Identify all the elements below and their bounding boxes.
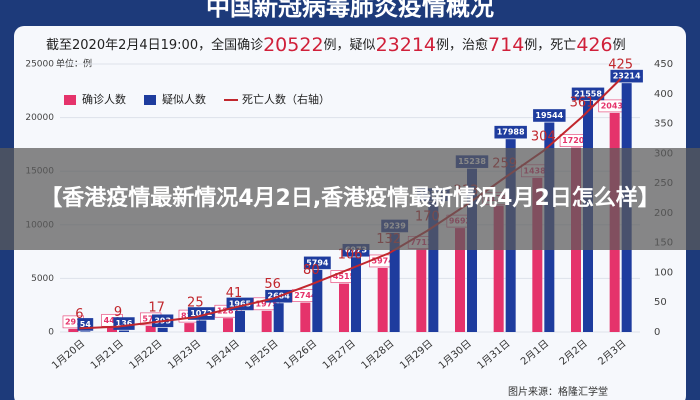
highlight-number: 20522	[263, 34, 323, 56]
bar	[339, 283, 349, 332]
line-value-label: 17	[148, 300, 165, 315]
value-label: 1975	[256, 299, 279, 308]
value-label: 291	[65, 317, 82, 326]
bar	[107, 327, 117, 332]
value-label: 17205	[562, 136, 590, 145]
value-label-box	[610, 69, 643, 83]
value-label: 21558	[574, 89, 602, 98]
y-tick-label: 25000	[25, 60, 54, 70]
subtitle-part: 截至2020年2月4日19:00，全国确诊	[46, 37, 263, 53]
value-label: 1072	[190, 309, 212, 318]
value-label: 5794	[306, 258, 329, 267]
subtitle-part: 例，治愈	[436, 38, 488, 53]
y2-tick-label: 450	[654, 59, 673, 70]
value-label: 6973	[345, 246, 367, 255]
bar	[184, 323, 195, 332]
bar	[312, 269, 323, 332]
value-label-box	[571, 87, 605, 101]
line-value-label: 9	[114, 305, 122, 320]
banner-line: 【香港疫情最新情况4月2日,香港疫情最新情况4月2日怎么样】	[40, 185, 660, 211]
bar	[145, 325, 156, 332]
subtitle: 截至2020年2月4日19:00，全国确诊20522例，疑似23214例，治愈7…	[46, 34, 626, 56]
highlight-number: 23214	[376, 34, 436, 56]
value-label: 1287	[217, 307, 239, 316]
bar	[493, 205, 504, 332]
line-value-label: 106	[338, 247, 363, 262]
banner	[0, 148, 700, 250]
legend-label: 死亡人数（右轴）	[242, 92, 330, 106]
y2-tick-label: 400	[654, 89, 673, 100]
bar	[68, 328, 79, 332]
value-label-box	[533, 109, 566, 122]
bar	[377, 267, 388, 332]
y2-tick-label: 50	[654, 297, 667, 308]
value-label: 54	[80, 320, 92, 329]
bar	[235, 310, 245, 332]
value-label-box	[303, 256, 331, 270]
chart-title: 中国新冠病毒肺炎疫情概况	[206, 0, 494, 21]
subtitle-part: 例，疑似	[324, 37, 376, 53]
bar	[467, 168, 477, 332]
bar	[389, 232, 400, 332]
bar	[532, 177, 543, 332]
bar	[119, 330, 129, 332]
value-label: 136	[116, 319, 133, 328]
value-label: 23214	[613, 72, 641, 81]
bar	[223, 318, 233, 332]
bar	[416, 249, 427, 332]
value-label: 440	[104, 316, 121, 325]
bar	[80, 331, 91, 332]
banner-text: 【香港疫情最新情况4月2日,香港疫情最新情况4月2日怎么样】	[40, 185, 660, 211]
source: 图片来源：格隆汇学堂	[508, 385, 608, 398]
y2-tick-label: 350	[654, 119, 673, 130]
subtitle-part: 例	[613, 38, 626, 53]
line-value-label: 361	[570, 96, 595, 111]
highlight-number: 714	[488, 34, 524, 56]
value-label: 4515	[333, 272, 356, 281]
line-value-label: 56	[264, 277, 281, 292]
y-tick-label: 0	[48, 328, 54, 338]
bar	[273, 303, 284, 332]
value-label: 571	[142, 314, 159, 323]
bar	[428, 201, 439, 332]
value-label: 2744	[294, 291, 317, 300]
legend-swatch	[64, 95, 76, 105]
bar	[196, 320, 207, 332]
line-value-label: 304	[531, 129, 556, 144]
value-label: 1965	[229, 299, 252, 308]
legend-label: 疑似人数	[162, 93, 206, 106]
bar	[157, 327, 168, 332]
subtitle-part: 例，死亡	[524, 38, 576, 53]
value-label: 17988	[497, 128, 525, 137]
line-value-label: 41	[226, 286, 243, 301]
line-value-label: 6	[75, 307, 83, 322]
legend-label: 确诊人数	[82, 92, 126, 106]
y-tick-label: 20000	[25, 113, 54, 123]
line-value-label: 25	[187, 296, 204, 311]
value-label-box	[494, 125, 527, 139]
bar	[455, 228, 465, 332]
value-label: 19544	[535, 111, 563, 120]
legend-swatch	[144, 95, 156, 105]
bar	[261, 310, 272, 332]
value-label: 5974	[372, 256, 395, 265]
value-label: 20438	[601, 101, 629, 110]
y2-tick-label: 100	[654, 267, 673, 278]
y2-tick-label: 0	[654, 327, 660, 338]
bar	[300, 302, 311, 332]
y-tick-label: 5000	[31, 274, 54, 284]
highlight-number: 426	[576, 34, 612, 56]
line-value-label: 80	[303, 263, 320, 278]
bar	[351, 257, 361, 332]
line-value-label: 425	[608, 57, 633, 72]
